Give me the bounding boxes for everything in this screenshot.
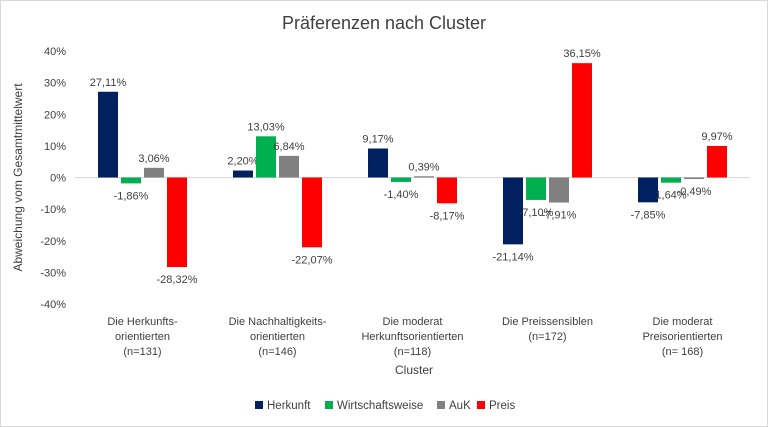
legend-swatch [255, 401, 263, 409]
bar-auk [279, 155, 299, 178]
data-label: -22,07% [292, 254, 333, 266]
bar-auk [144, 167, 164, 178]
category-label: Die moderat [383, 316, 443, 328]
bar-preis [707, 145, 727, 178]
bar-herkunft [368, 148, 388, 178]
category-label: (n=118) [394, 346, 431, 358]
legend-label: Wirtschaftsweise [337, 400, 423, 412]
data-label: 0,39% [408, 161, 439, 173]
legend-label: Herkunft [267, 400, 311, 412]
data-label: 3,06% [138, 153, 169, 165]
category-label: Die moderat [653, 316, 713, 328]
category-label: (n=172) [528, 331, 566, 343]
chart-title: Präferenzen nach Cluster [282, 13, 486, 33]
data-label: 13,03% [247, 121, 285, 133]
data-label: 9,97% [701, 131, 732, 143]
data-label: 27,11% [90, 77, 127, 89]
bar-preis [572, 63, 592, 178]
bar-auk [684, 177, 704, 180]
bar-wirtschaftsweise [526, 177, 546, 200]
bar-preis [437, 177, 457, 204]
category-label: orientierten [115, 331, 170, 343]
category-label: (n= 168) [662, 346, 703, 358]
bar-auk [414, 176, 434, 178]
bar-wirtschaftsweise [661, 177, 681, 183]
y-tick-label: -30% [40, 267, 66, 279]
bar-auk [549, 177, 569, 203]
category-label: Die Preissensiblen [502, 316, 593, 328]
data-label: -7,85% [631, 209, 666, 221]
data-label: -7,10% [519, 207, 554, 219]
bar-herkunft [638, 177, 658, 203]
data-label: -7,91% [542, 210, 577, 222]
bar-herkunft [98, 91, 118, 178]
bar-wirtschaftsweise [121, 177, 141, 184]
category-label: (n=146) [258, 346, 296, 358]
legend-swatch [437, 401, 445, 409]
data-label: 2,20% [227, 156, 258, 168]
y-tick-label: -10% [40, 204, 66, 216]
bar-herkunft [233, 170, 253, 178]
y-tick-label: 0% [50, 173, 66, 185]
data-label: -28,32% [157, 274, 198, 286]
data-label: -21,14% [493, 251, 534, 263]
y-tick-label: 10% [44, 141, 66, 153]
category-label: Preisorientierten [642, 331, 722, 343]
y-axis-title: Abweichung vom Gesamtmittelwert [11, 83, 25, 272]
y-tick-label: 40% [44, 46, 66, 58]
legend-swatch [325, 401, 333, 409]
data-label: -8,17% [430, 210, 465, 222]
data-label: 9,17% [362, 133, 393, 145]
data-label: -0,49% [677, 186, 712, 198]
bar-herkunft [503, 177, 523, 245]
data-label: -1,86% [114, 190, 149, 202]
bar-wirtschaftsweise [391, 177, 411, 182]
category-label: Die Herkunfts- [107, 316, 178, 328]
data-label: 1,64% [655, 190, 686, 202]
category-label: Die Nachhaltigkeits- [229, 316, 327, 328]
legend-swatch [477, 401, 485, 409]
y-tick-label: -40% [40, 299, 66, 311]
category-label: (n=131) [123, 346, 161, 358]
x-axis-title: Cluster [395, 363, 433, 377]
y-tick-label: 30% [44, 78, 66, 90]
legend-label: Preis [489, 400, 515, 412]
y-tick-label: 20% [44, 109, 66, 121]
bar-preis [167, 177, 187, 268]
y-tick-label: -20% [40, 236, 66, 248]
category-label: orientierten [250, 331, 305, 343]
data-label: 36,15% [563, 48, 601, 60]
data-label: -1,40% [384, 189, 419, 201]
category-label: Herkunftsorientierten [361, 331, 463, 343]
data-label: 6,84% [273, 141, 304, 153]
bar-preis [302, 177, 322, 248]
legend-label: AuK [449, 400, 471, 412]
bar-wirtschaftsweise [256, 136, 276, 178]
